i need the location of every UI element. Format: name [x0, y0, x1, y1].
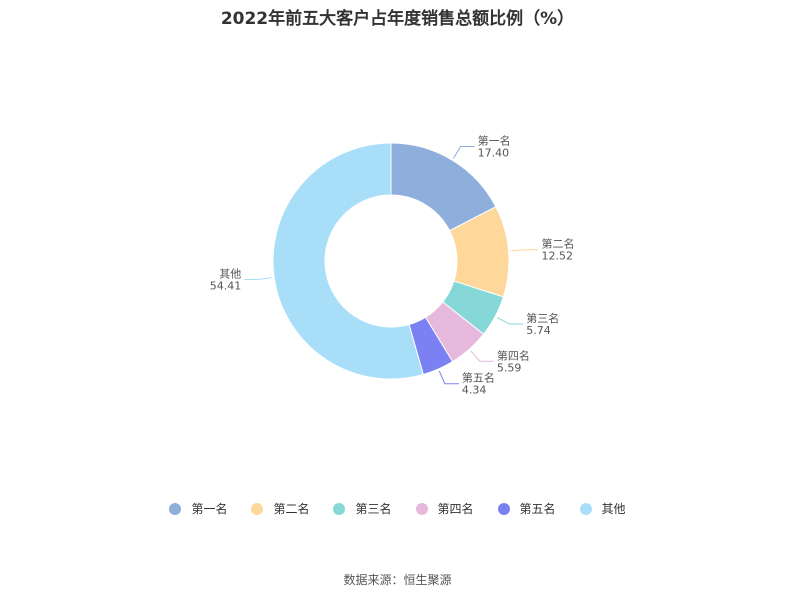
legend-item-6[interactable]: 其他 — [579, 500, 626, 517]
legend-label: 第四名 — [437, 502, 474, 516]
leader-line-5 — [438, 370, 459, 385]
slice-value-6: 54.41 — [210, 280, 242, 293]
legend-item-3[interactable]: 第三名 — [333, 500, 392, 517]
legend-label: 其他 — [601, 502, 626, 516]
legend-swatch-icon — [415, 502, 428, 515]
chart-legend: 第一名 第二名 第三名 第四名 第五名 其他 — [0, 500, 795, 517]
legend-item-1[interactable]: 第一名 — [169, 500, 227, 517]
slice-value-5: 4.34 — [462, 384, 487, 397]
leader-line-6 — [244, 277, 273, 281]
leader-line-3 — [496, 316, 524, 325]
legend-item-4[interactable]: 第四名 — [415, 500, 474, 517]
donut-slice-6[interactable] — [272, 142, 424, 380]
legend-swatch-icon — [497, 502, 510, 515]
slice-label-6: 其他 — [219, 268, 241, 281]
slice-value-4: 5.59 — [497, 361, 522, 374]
slice-value-1: 17.40 — [478, 147, 510, 160]
slice-label-4: 第四名 — [497, 348, 530, 362]
leader-line-4 — [470, 350, 494, 362]
legend-label: 第五名 — [519, 502, 556, 516]
legend-item-5[interactable]: 第五名 — [497, 500, 556, 517]
leader-line-1 — [452, 146, 475, 159]
slice-label-3: 第三名 — [526, 311, 559, 325]
legend-swatch-icon — [251, 502, 264, 515]
legend-swatch-icon — [169, 502, 182, 515]
slice-label-5: 第五名 — [462, 371, 495, 385]
leader-line-2 — [510, 249, 539, 252]
legend-swatch-icon — [579, 502, 592, 515]
slice-label-1: 第一名 — [478, 134, 511, 148]
slice-value-3: 5.74 — [526, 324, 551, 337]
legend-label: 第三名 — [355, 502, 392, 516]
data-source-note: 数据来源：恒生聚源 — [343, 573, 452, 587]
slice-label-2: 第二名 — [542, 237, 575, 251]
legend-swatch-icon — [333, 502, 346, 515]
legend-item-2[interactable]: 第二名 — [251, 500, 309, 517]
slice-value-2: 12.52 — [542, 250, 574, 263]
legend-label: 第一名 — [191, 502, 228, 516]
legend-label: 第二名 — [273, 502, 310, 516]
chart-title: 2022年前五大客户占年度销售总额比例（%） — [220, 9, 575, 29]
